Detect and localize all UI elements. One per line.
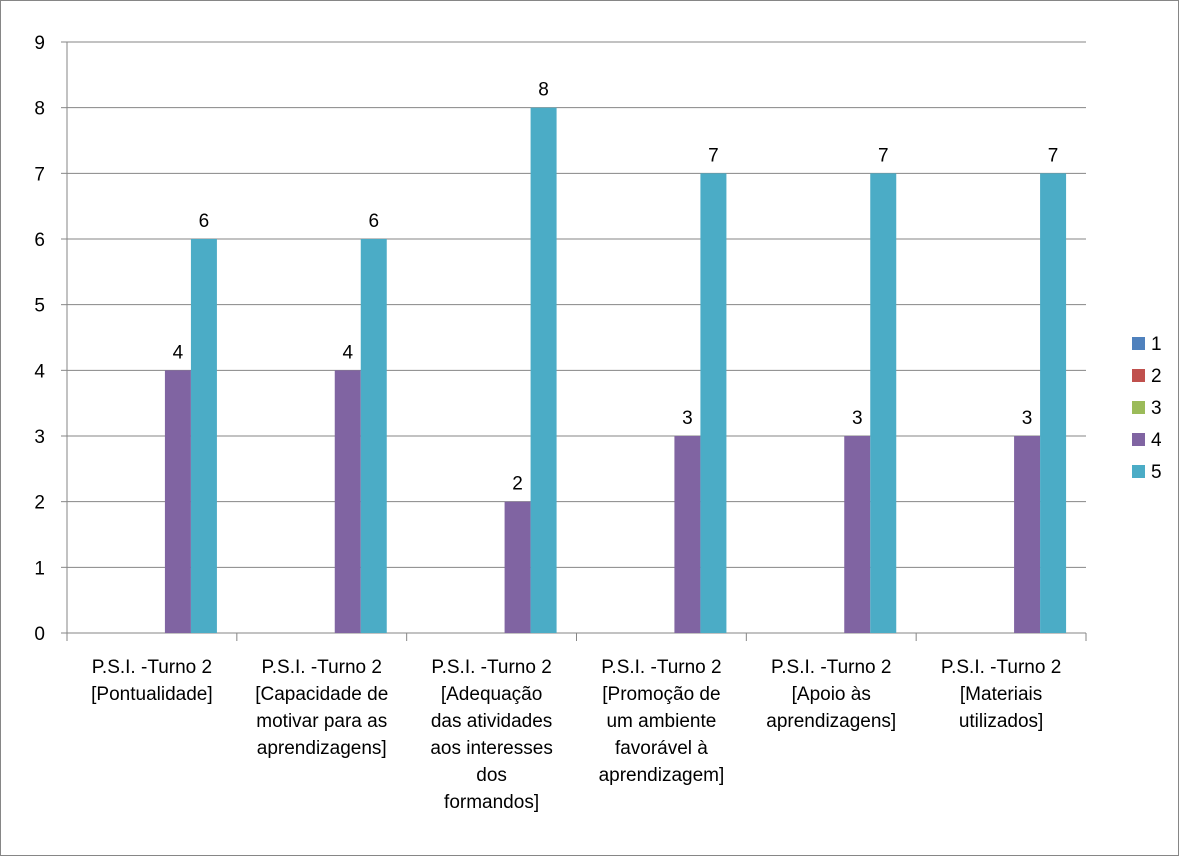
legend-swatch bbox=[1132, 433, 1145, 446]
legend-swatch bbox=[1132, 465, 1145, 478]
legend-label: 3 bbox=[1151, 398, 1162, 419]
x-tick-label: favorável à bbox=[615, 738, 708, 759]
legend-swatch bbox=[1132, 369, 1145, 382]
bar bbox=[334, 370, 361, 633]
y-tick-label: 3 bbox=[34, 427, 45, 448]
x-tick-label: aos interesses bbox=[430, 738, 553, 759]
bar bbox=[700, 173, 727, 634]
x-tick-label: dos bbox=[476, 765, 507, 786]
bar bbox=[360, 239, 387, 633]
bar bbox=[530, 107, 557, 633]
data-label: 8 bbox=[538, 80, 549, 101]
x-tick-label: aprendizagens] bbox=[766, 711, 896, 732]
bar bbox=[164, 370, 191, 633]
bar bbox=[190, 239, 217, 633]
x-tick-label: P.S.I. -Turno 2 bbox=[771, 657, 891, 678]
x-tick-label: [Materiais bbox=[960, 684, 1042, 705]
x-tick-label: P.S.I. -Turno 2 bbox=[92, 657, 212, 678]
bar bbox=[844, 436, 871, 633]
bar bbox=[1014, 436, 1041, 633]
y-tick-label: 2 bbox=[34, 493, 45, 514]
y-tick-label: 6 bbox=[34, 230, 45, 251]
x-tick-label: formandos] bbox=[444, 792, 539, 813]
data-label: 2 bbox=[512, 474, 523, 495]
y-tick-label: 5 bbox=[34, 296, 45, 317]
bar bbox=[870, 173, 897, 634]
y-tick-label: 7 bbox=[34, 164, 45, 185]
x-tick-label: das atividades bbox=[431, 711, 552, 732]
data-label: 3 bbox=[682, 408, 693, 429]
x-tick-label: [Capacidade de bbox=[255, 684, 388, 705]
x-tick-label: aprendizagens] bbox=[257, 738, 387, 759]
x-tick-label: aprendizagem] bbox=[599, 765, 725, 786]
data-label: 3 bbox=[1022, 408, 1033, 429]
legend-swatch bbox=[1132, 337, 1145, 350]
x-tick-label: P.S.I. -Turno 2 bbox=[431, 657, 551, 678]
x-tick-label: motivar para as bbox=[256, 711, 387, 732]
x-tick-label: [Apoio às bbox=[792, 684, 871, 705]
x-tick-label: [Pontualidade] bbox=[91, 684, 213, 705]
legend-swatch bbox=[1132, 401, 1145, 414]
bar bbox=[674, 436, 701, 633]
data-label: 4 bbox=[173, 342, 184, 363]
x-tick-label: [Promoção de bbox=[602, 684, 720, 705]
x-tick-label: P.S.I. -Turno 2 bbox=[941, 657, 1061, 678]
x-tick-label: P.S.I. -Turno 2 bbox=[262, 657, 382, 678]
data-label: 4 bbox=[342, 342, 353, 363]
legend-label: 2 bbox=[1151, 366, 1162, 387]
data-label: 7 bbox=[878, 145, 889, 166]
y-tick-label: 4 bbox=[34, 361, 45, 382]
y-tick-label: 8 bbox=[34, 99, 45, 120]
legend-label: 4 bbox=[1151, 430, 1162, 451]
bar bbox=[504, 501, 531, 633]
data-label: 6 bbox=[368, 211, 379, 232]
x-tick-label: um ambiente bbox=[606, 711, 716, 732]
x-tick-label: [Adequação bbox=[441, 684, 542, 705]
legend-label: 1 bbox=[1151, 334, 1162, 355]
x-tick-label: utilizados] bbox=[959, 711, 1044, 732]
data-label: 3 bbox=[852, 408, 863, 429]
data-label: 7 bbox=[1048, 145, 1059, 166]
bar bbox=[1040, 173, 1067, 634]
legend-label: 5 bbox=[1151, 462, 1162, 483]
data-label: 6 bbox=[199, 211, 210, 232]
y-tick-label: 1 bbox=[34, 558, 45, 579]
x-tick-label: P.S.I. -Turno 2 bbox=[601, 657, 721, 678]
y-tick-label: 0 bbox=[34, 624, 45, 645]
y-tick-label: 9 bbox=[34, 33, 45, 54]
data-label: 7 bbox=[708, 145, 719, 166]
